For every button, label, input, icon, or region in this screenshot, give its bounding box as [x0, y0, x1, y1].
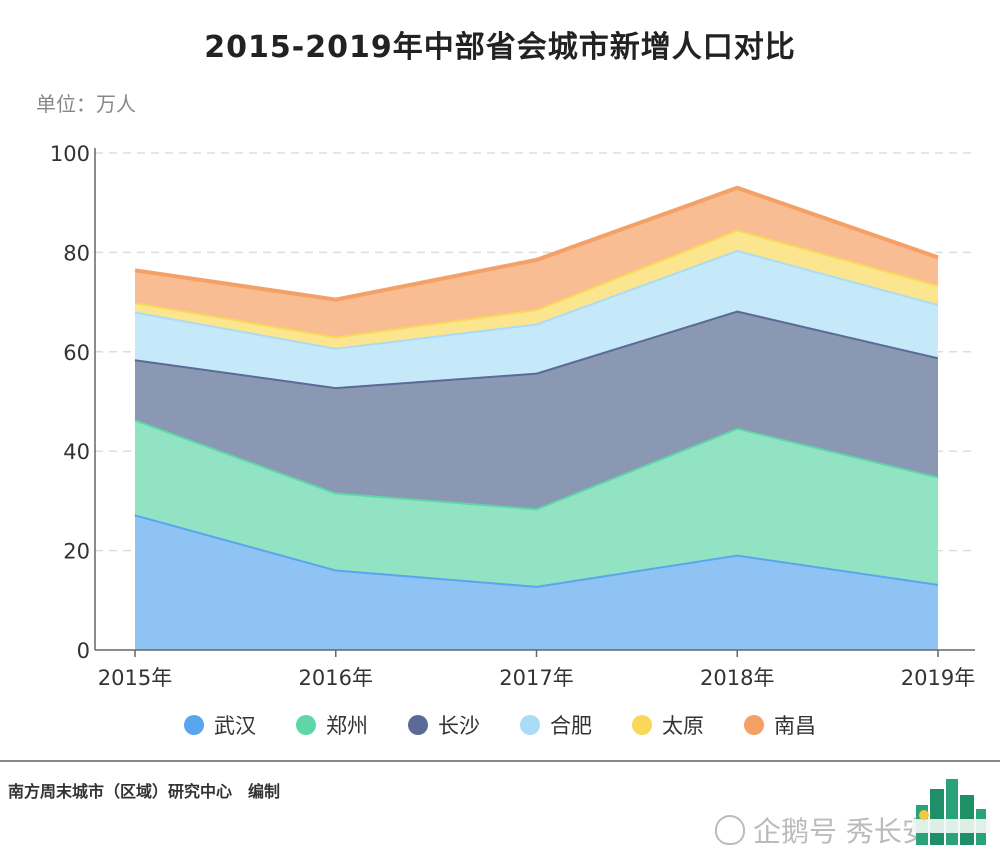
y-tick-label: 80	[63, 241, 90, 265]
footer-divider	[0, 760, 1000, 762]
chart-title: 2015-2019年中部省会城市新增人口对比	[204, 30, 796, 65]
legend-item[interactable]: 武汉	[184, 710, 256, 740]
area-series-3	[135, 249, 938, 388]
y-tick-label: 100	[50, 142, 90, 166]
watermark-text: 企鹅号 秀长安	[753, 815, 930, 848]
city-logo-icon	[912, 779, 990, 845]
x-tick-label: 2017年	[499, 666, 573, 690]
legend-swatch	[520, 715, 540, 735]
x-tick-label: 2015年	[98, 666, 172, 690]
legend-swatch	[296, 715, 316, 735]
unit-label: 单位：万人	[36, 92, 136, 116]
x-tick-label: 2019年	[901, 666, 975, 690]
legend-label: 武汉	[214, 714, 256, 738]
source-note: 南方周末城市（区域）研究中心 编制	[8, 782, 281, 801]
legend-swatch	[408, 715, 428, 735]
area-series-2	[135, 310, 938, 509]
x-tick-label: 2016年	[299, 666, 373, 690]
legend: 武汉 郑州 长沙 合肥 太原 南昌	[0, 710, 1000, 740]
legend-swatch	[744, 715, 764, 735]
area-series-5	[135, 187, 938, 337]
legend-item[interactable]: 长沙	[408, 710, 480, 740]
y-tick-label: 40	[63, 440, 90, 464]
stacked-area-chart: 0 20 40 60 80 100 2015年 2016年 2017年 2018年 2019年	[50, 142, 975, 690]
legend-label: 合肥	[550, 714, 592, 738]
legend-label: 太原	[662, 714, 704, 738]
legend-label: 郑州	[326, 714, 368, 738]
legend-label: 长沙	[438, 714, 480, 738]
x-tick-label: 2018年	[700, 666, 774, 690]
penguin-icon	[715, 815, 745, 845]
area-series-1	[135, 419, 938, 586]
legend-swatch	[184, 715, 204, 735]
y-tick-label: 20	[63, 540, 90, 564]
legend-swatch	[632, 715, 652, 735]
area-series-0	[135, 514, 938, 650]
legend-item[interactable]: 南昌	[744, 710, 816, 740]
series-line-5	[134, 185, 939, 302]
legend-label: 南昌	[774, 714, 816, 738]
legend-item[interactable]: 太原	[632, 710, 704, 740]
y-tick-label: 0	[77, 639, 90, 663]
legend-item[interactable]: 郑州	[296, 710, 368, 740]
legend-item[interactable]: 合肥	[520, 710, 592, 740]
y-tick-label: 60	[63, 341, 90, 365]
watermark: 企鹅号 秀长安	[715, 810, 930, 850]
